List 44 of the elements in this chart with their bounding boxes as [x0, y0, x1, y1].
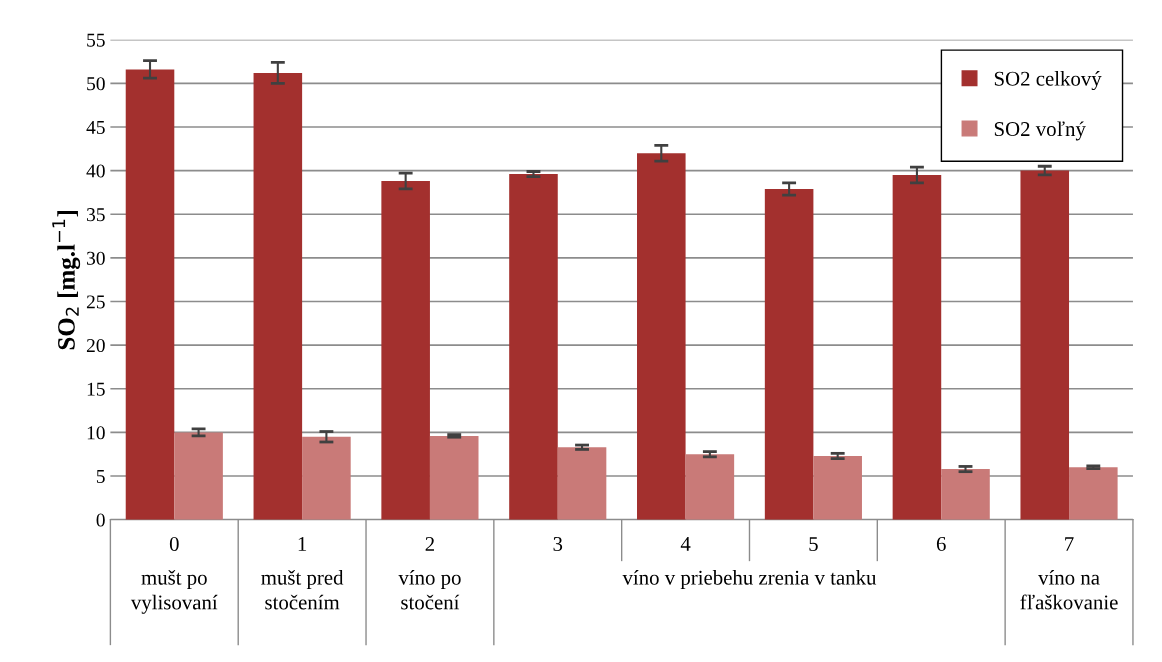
- bar: [429, 435, 479, 520]
- y-tick-label: 50: [87, 77, 105, 91]
- y-tick-label: 30: [87, 251, 105, 265]
- x-tick-label: 0: [169, 536, 179, 551]
- y-tick-label: 5: [96, 470, 105, 483]
- bar: [253, 72, 303, 520]
- x-tick-label: 7: [1065, 537, 1074, 551]
- y-tick-label: 25: [86, 295, 105, 309]
- x-tick-label: 4: [680, 537, 691, 551]
- bar: [1069, 467, 1118, 520]
- bar: [813, 455, 862, 520]
- bar: [685, 454, 735, 520]
- bar: [941, 469, 990, 520]
- text: víno po stočení: [398, 570, 461, 610]
- y-tick-label: 15: [87, 382, 105, 396]
- bar: [174, 432, 223, 520]
- bar: [764, 188, 814, 520]
- y-tick-label: 35: [87, 208, 105, 222]
- bar: [557, 447, 607, 520]
- bar: [381, 181, 430, 520]
- text: mušt po vylisovaní: [130, 570, 218, 614]
- x-tick-label: 6: [936, 537, 946, 551]
- y-tick-label: 20: [86, 338, 105, 353]
- y-tick-label: 0: [96, 513, 105, 527]
- bar: [302, 436, 351, 520]
- x-tick-label: 1: [298, 537, 307, 551]
- text: mušt pred stočením: [261, 570, 344, 610]
- bar: [1020, 170, 1070, 520]
- text: víno na fľaškovanie: [1020, 570, 1118, 610]
- legend-label: SO2 celkový: [994, 71, 1102, 91]
- bar: [125, 69, 175, 520]
- bar: [637, 153, 686, 520]
- bar: [892, 174, 942, 520]
- y-tick-label: 55: [87, 33, 105, 47]
- x-tick-label: 2: [425, 537, 434, 551]
- y-tick-label: 10: [87, 426, 105, 440]
- x-tick-label: 3: [553, 537, 563, 551]
- legend-label: SO2 voľný: [994, 121, 1086, 141]
- bar: [509, 174, 558, 520]
- x-tick-label: 5: [809, 537, 818, 551]
- y-tick-label: 45: [86, 120, 105, 134]
- text: víno v priebehu zrenia v tanku: [622, 570, 877, 589]
- y-axis-title: SO$_{2}$ [mg.l$^{−1}$]: [52, 210, 81, 350]
- y-tick-label: 40: [86, 164, 105, 178]
